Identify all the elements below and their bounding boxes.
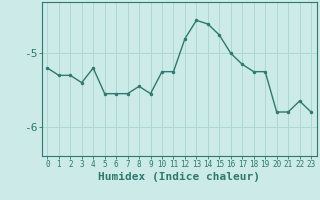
X-axis label: Humidex (Indice chaleur): Humidex (Indice chaleur) (98, 172, 260, 182)
